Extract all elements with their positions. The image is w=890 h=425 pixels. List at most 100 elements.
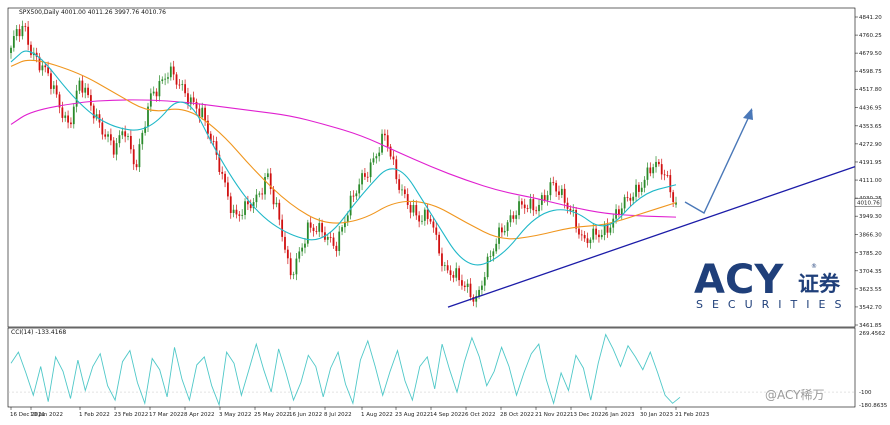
- candle-body: [232, 209, 235, 213]
- candle-body: [147, 106, 149, 127]
- candle-body: [449, 270, 452, 275]
- candle-body: [592, 228, 595, 240]
- candle-body: [552, 182, 555, 184]
- candle-body: [169, 66, 172, 78]
- candle-body: [629, 197, 632, 201]
- price-tick-label-3: 4598.75: [859, 69, 882, 75]
- candle-body: [392, 156, 395, 160]
- candle-body: [549, 182, 552, 196]
- candle-body: [523, 204, 526, 209]
- brand-securities: SECURITIES: [696, 298, 850, 311]
- price-tick-label-0: 4841.20: [859, 15, 882, 21]
- candle-body: [141, 132, 144, 145]
- candle-body: [275, 202, 278, 205]
- drawings: [447, 108, 856, 308]
- candle-body: [235, 209, 238, 215]
- candle-body: [127, 135, 129, 137]
- candle-body: [264, 177, 266, 195]
- time-tick-label-3: 23 Feb 2022: [114, 412, 148, 418]
- candle-body: [475, 296, 478, 302]
- price-tick-label-6: 4353.65: [859, 124, 882, 130]
- candle-body: [92, 105, 95, 119]
- candle-body: [560, 188, 563, 195]
- candle-body: [503, 230, 506, 233]
- price-tick-label-14: 3704.35: [859, 269, 882, 275]
- price-tick-label-12: 3866.30: [859, 233, 882, 239]
- candle-body: [192, 97, 195, 102]
- candle-body: [381, 133, 383, 153]
- watermark-credit: @ACY稀万: [765, 388, 825, 402]
- candle-body: [355, 193, 358, 197]
- price-axis: 4841.20 4760.25 4679.50 4598.75 4517.80 4436.…: [854, 15, 882, 329]
- candle-body: [332, 237, 335, 246]
- candle-body: [38, 56, 41, 71]
- ma-fast-line: [10, 50, 677, 266]
- candle-body: [318, 223, 321, 232]
- candle-body: [443, 265, 446, 267]
- candle-body: [212, 141, 215, 142]
- candle-body: [341, 227, 343, 232]
- candle-body: [438, 234, 441, 254]
- candle-body: [261, 193, 264, 195]
- candle-body: [432, 221, 435, 228]
- candle-body: [12, 36, 15, 48]
- candle-body: [346, 215, 349, 222]
- projection-arrow-line: [684, 109, 753, 214]
- cci-line: [10, 333, 681, 407]
- candle-body: [115, 143, 118, 155]
- cci-tick-label-1: -100: [859, 390, 872, 396]
- candle-body: [286, 249, 289, 259]
- time-tick-label-10: 1 Aug 2022: [361, 412, 393, 418]
- candle-body: [64, 115, 67, 118]
- price-tick-label-7: 4272.90: [859, 142, 882, 148]
- candle-body: [383, 133, 386, 136]
- candle-body: [663, 174, 666, 176]
- time-tick-label-5: 8 Apr 2022: [184, 412, 215, 418]
- candle-body: [458, 268, 460, 281]
- candle-body: [207, 120, 209, 134]
- time-tick-label-8: 16 Jun 2022: [289, 412, 322, 418]
- candle-body: [58, 94, 61, 108]
- price-tick-label-16: 3542.70: [859, 305, 882, 311]
- chart-frame: [7, 7, 856, 408]
- candle-body: [198, 108, 201, 118]
- candle-body: [269, 173, 272, 190]
- candle-body: [589, 239, 592, 244]
- candle-body: [75, 90, 78, 107]
- time-tick-label-6: 3 May 2022: [219, 412, 251, 418]
- price-tick-label-4: 4517.80: [859, 87, 882, 93]
- candle-body: [546, 195, 549, 201]
- candle-body: [155, 91, 158, 97]
- candle-body: [483, 277, 486, 286]
- candle-body: [349, 195, 352, 216]
- candle-body: [623, 197, 626, 209]
- candle-body: [361, 173, 363, 185]
- candle-body: [118, 135, 121, 144]
- candle-body: [101, 122, 104, 135]
- candle-body: [67, 115, 69, 123]
- candle-body: [526, 208, 529, 209]
- time-tick-label-11: 23 Aug 2022: [395, 412, 430, 418]
- candle-body: [409, 204, 412, 213]
- candle-body: [635, 184, 637, 197]
- candle-body: [572, 210, 575, 211]
- candle-body: [18, 29, 21, 37]
- projection-arrow-head: [743, 108, 753, 120]
- price-tick-label-2: 4679.50: [859, 51, 882, 57]
- candle-body: [620, 208, 623, 215]
- candle-body: [643, 179, 646, 188]
- candle-body: [138, 144, 141, 168]
- candle-body: [109, 134, 112, 141]
- cci-tick-label-2: -180.8635: [859, 403, 888, 409]
- time-tick-label-0: 16 Dec 2021: [10, 412, 45, 418]
- candle-body: [266, 173, 269, 178]
- candle-body: [366, 176, 369, 178]
- candle-body: [563, 188, 566, 203]
- candle-body: [429, 218, 432, 222]
- candle-body: [463, 285, 466, 288]
- price-tick-label-13: 3785.20: [859, 251, 882, 257]
- candle-body: [298, 251, 301, 259]
- candle-body: [104, 134, 107, 137]
- candle-body: [492, 251, 495, 257]
